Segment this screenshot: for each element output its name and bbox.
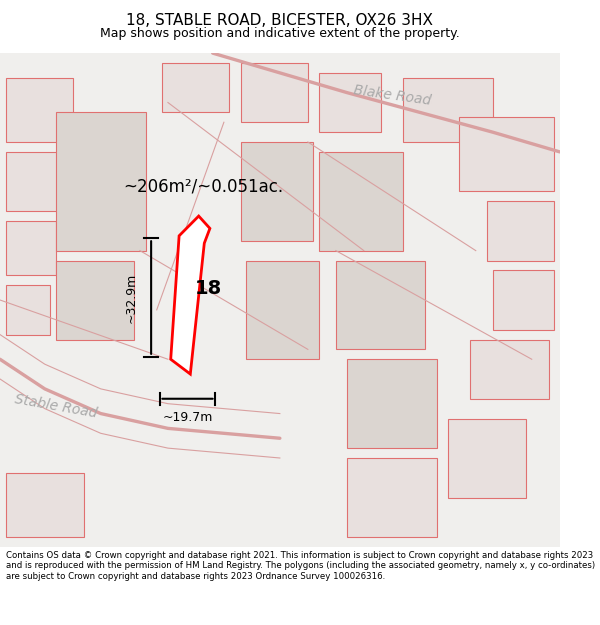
Polygon shape — [5, 78, 73, 142]
Polygon shape — [336, 261, 425, 349]
Polygon shape — [241, 142, 313, 241]
Polygon shape — [448, 419, 526, 498]
Text: ~206m²/~0.051ac.: ~206m²/~0.051ac. — [123, 177, 283, 196]
Polygon shape — [347, 458, 437, 537]
Polygon shape — [56, 261, 134, 339]
Text: Stable Road: Stable Road — [14, 392, 98, 420]
Polygon shape — [163, 63, 229, 112]
Text: 18: 18 — [195, 279, 223, 298]
Polygon shape — [470, 339, 548, 399]
Polygon shape — [459, 118, 554, 191]
Polygon shape — [5, 152, 62, 211]
Text: ~32.9m: ~32.9m — [124, 272, 137, 322]
Polygon shape — [56, 112, 146, 251]
Polygon shape — [487, 201, 554, 261]
Polygon shape — [5, 221, 56, 275]
Text: Blake Road: Blake Road — [352, 82, 431, 107]
Polygon shape — [493, 271, 554, 329]
Polygon shape — [5, 285, 50, 334]
Text: 18, STABLE ROAD, BICESTER, OX26 3HX: 18, STABLE ROAD, BICESTER, OX26 3HX — [127, 13, 433, 28]
Polygon shape — [319, 73, 380, 132]
Polygon shape — [5, 472, 84, 537]
Polygon shape — [319, 152, 403, 251]
Text: Contains OS data © Crown copyright and database right 2021. This information is : Contains OS data © Crown copyright and d… — [5, 551, 595, 581]
Polygon shape — [347, 359, 437, 448]
Polygon shape — [246, 261, 319, 359]
Text: ~19.7m: ~19.7m — [163, 411, 212, 424]
Text: Map shows position and indicative extent of the property.: Map shows position and indicative extent… — [100, 27, 460, 40]
Polygon shape — [171, 216, 210, 374]
Polygon shape — [241, 63, 308, 122]
Polygon shape — [403, 78, 493, 142]
